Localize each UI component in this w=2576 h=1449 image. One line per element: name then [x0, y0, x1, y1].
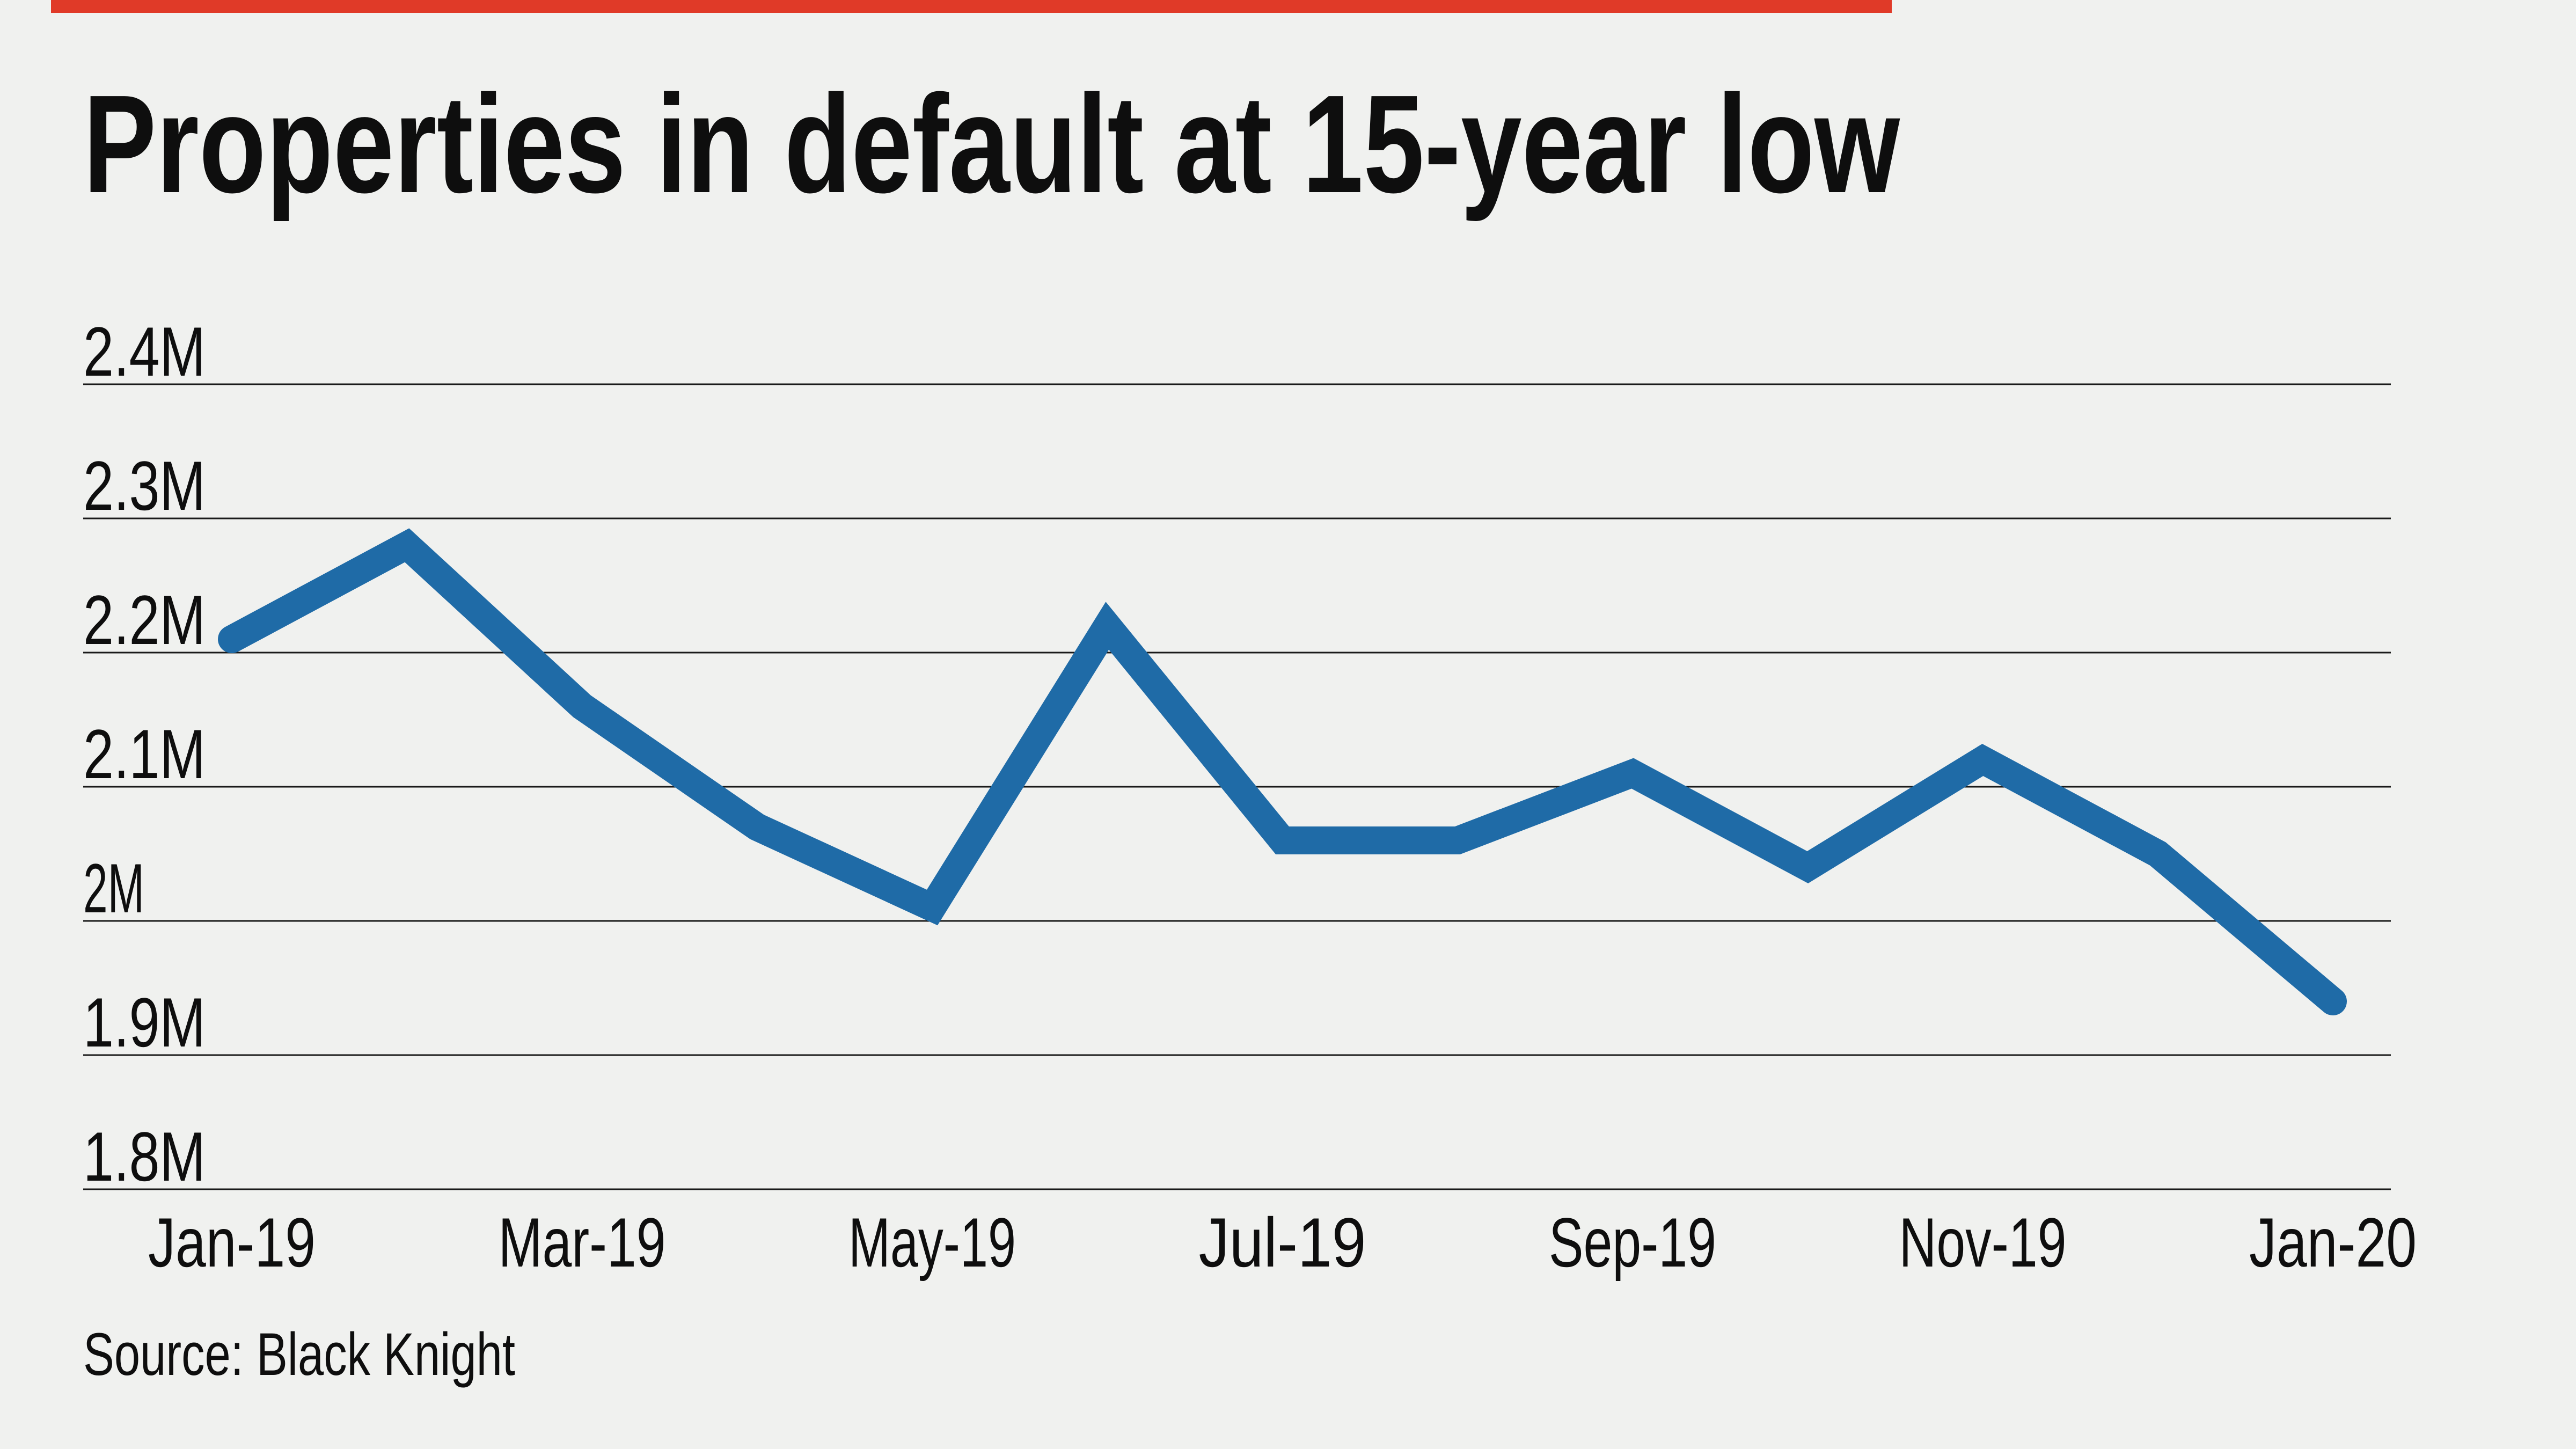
y-tick-label: 2.1M — [83, 715, 206, 793]
x-tick-label: Jan-20 — [2249, 1203, 2417, 1282]
x-tick-label: Nov-19 — [1899, 1203, 2067, 1282]
x-tick-label: Jan-19 — [148, 1203, 316, 1282]
x-tick-label: May-19 — [848, 1203, 1016, 1282]
y-tick-label: 1.9M — [83, 983, 206, 1062]
gridlines — [83, 383, 2391, 1190]
y-tick-label: 2.4M — [83, 312, 206, 391]
chart-title: Properties in default at 15-year low — [83, 67, 1900, 223]
x-tick-label: Jul-19 — [1199, 1203, 1366, 1282]
reading-progress-bar — [51, 0, 1892, 13]
source-label: Source: Black Knight — [83, 1321, 515, 1388]
x-axis-labels: Jan-19 Mar-19 May-19 Jul-19 Sep-19 Nov-19 Jan-… — [148, 1203, 2417, 1282]
y-tick-label: 2.3M — [83, 447, 206, 525]
y-tick-label: 1.8M — [83, 1117, 206, 1196]
y-tick-label: 2.2M — [83, 581, 206, 659]
x-tick-label: Sep-19 — [1549, 1203, 1716, 1282]
y-tick-label: 2M — [83, 849, 144, 927]
data-line — [218, 528, 2347, 1015]
x-tick-label: Mar-19 — [499, 1203, 666, 1282]
y-axis-labels: 2.4M 2.3M 2.2M 2.1M 2M 1.9M 1.8M — [83, 312, 206, 1196]
